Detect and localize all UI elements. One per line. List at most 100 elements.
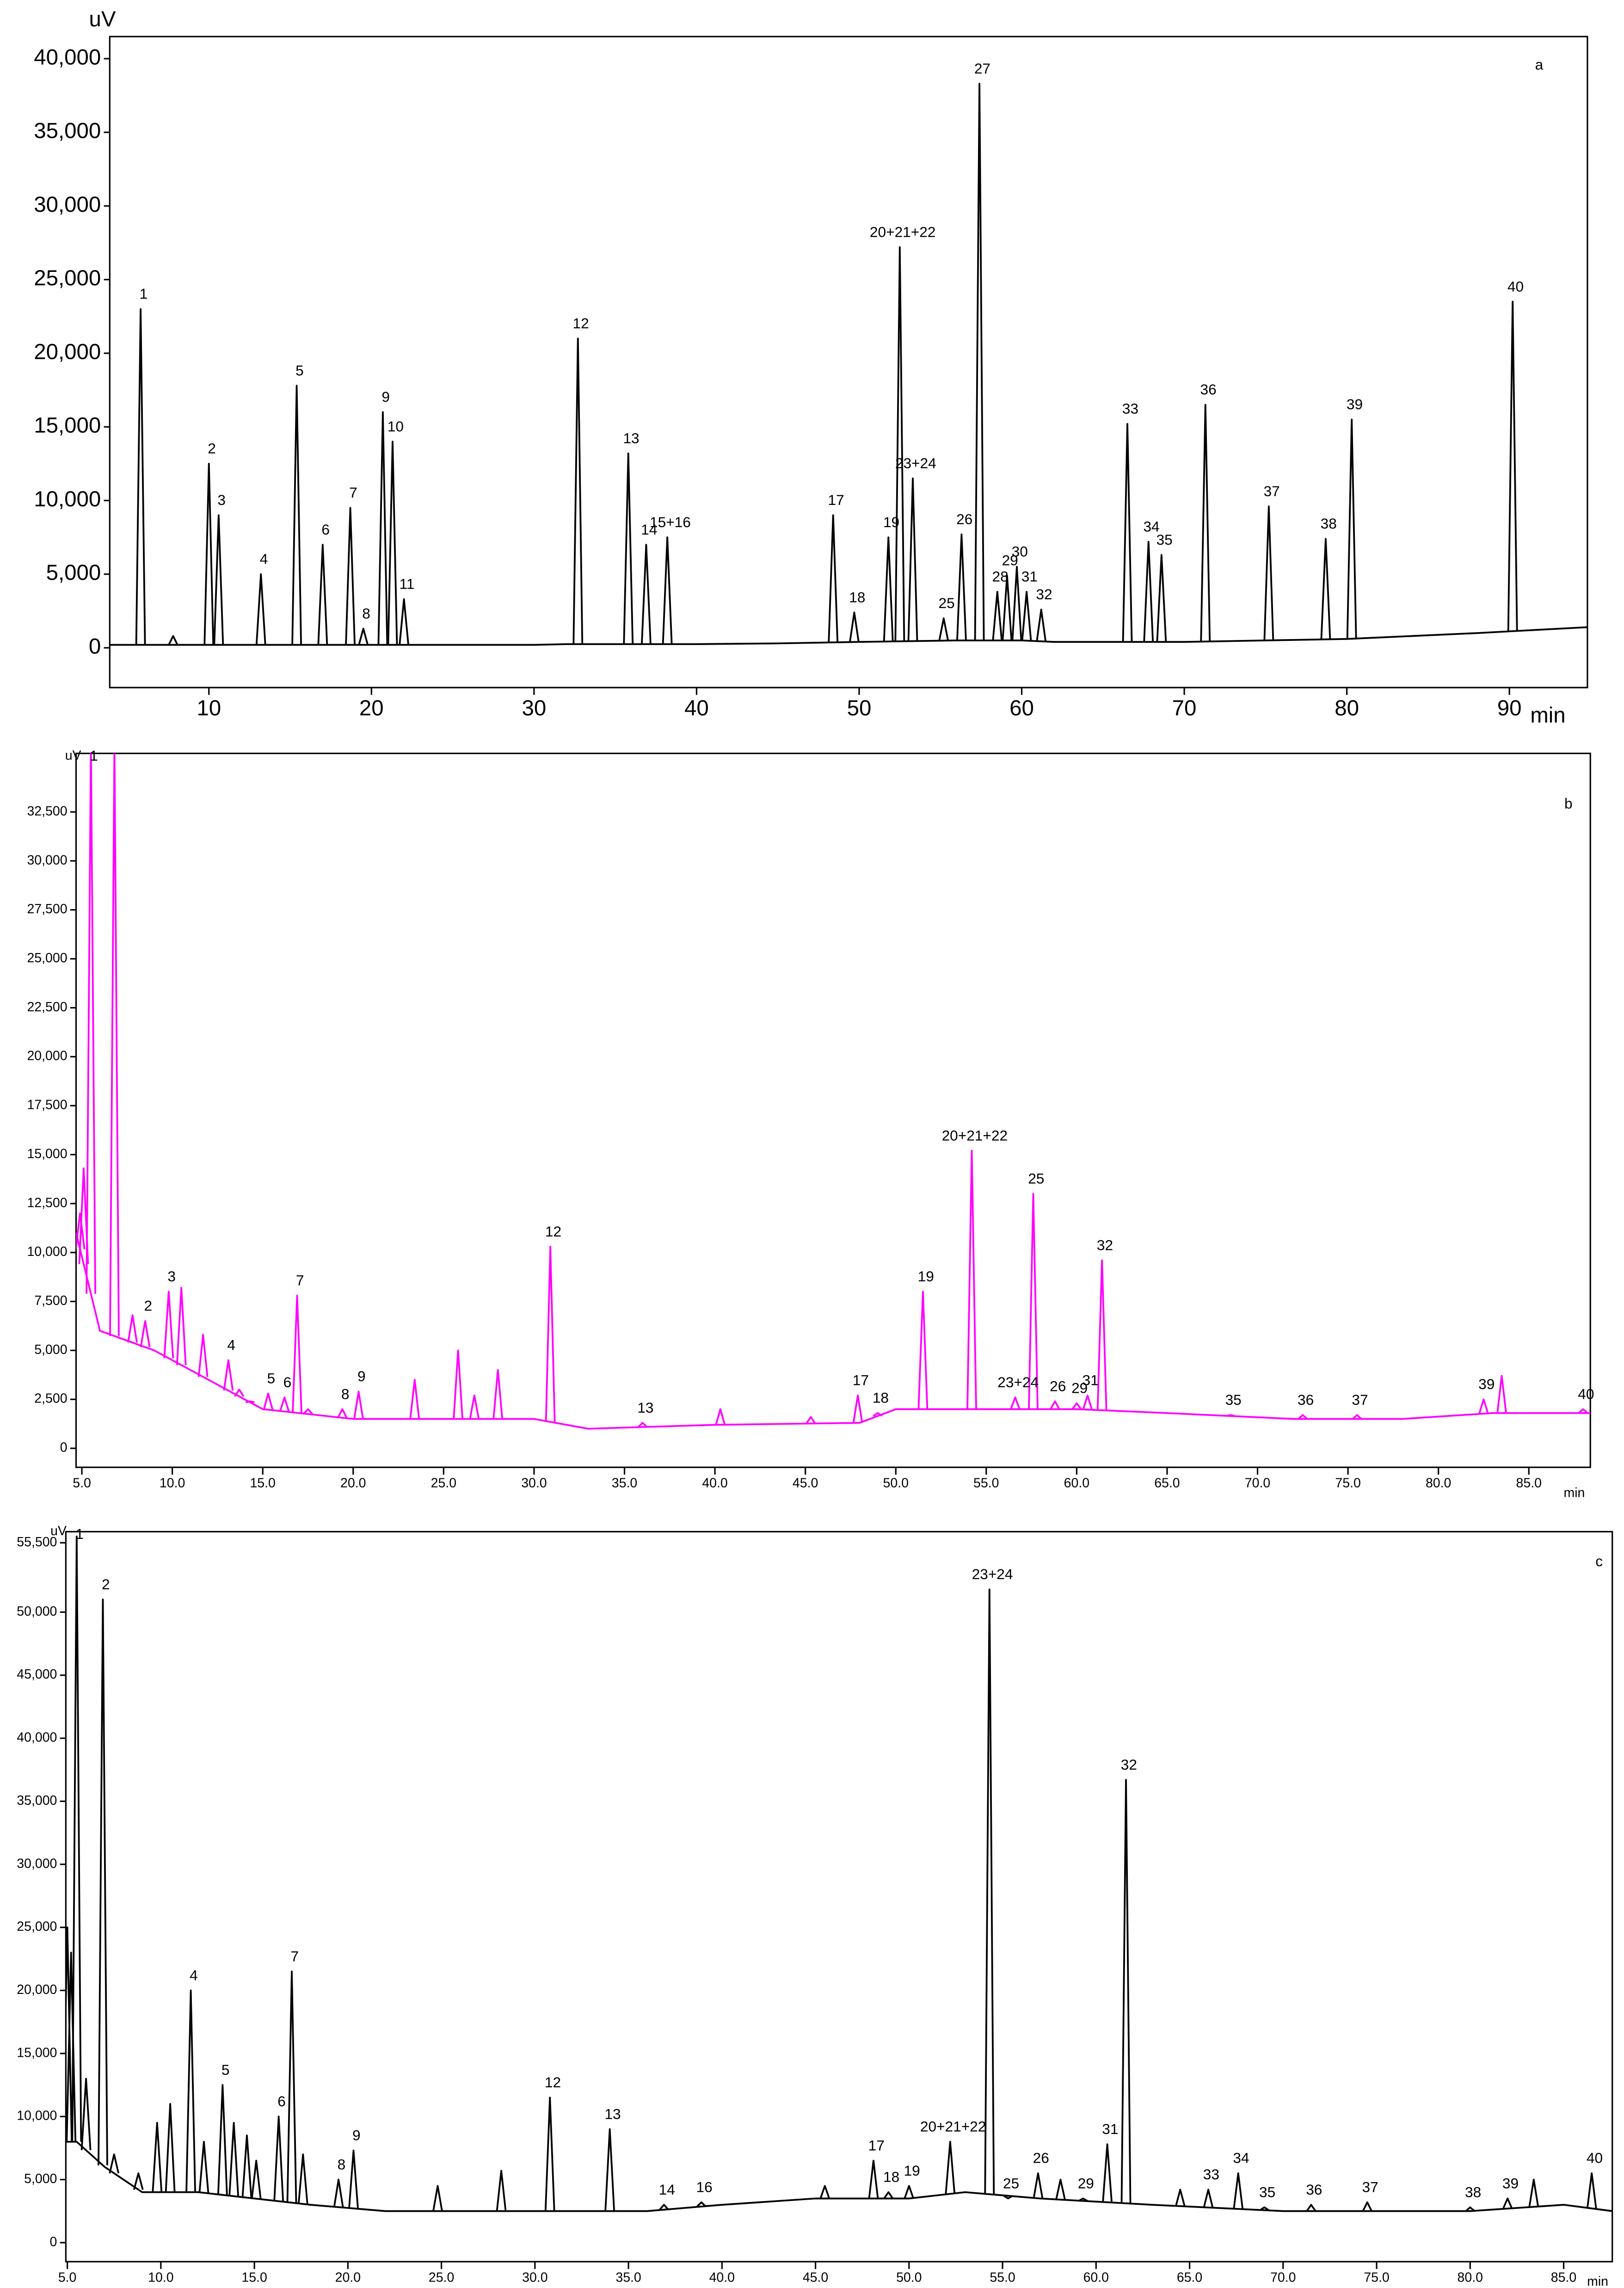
- peak: [1502, 2197, 1513, 2209]
- y-tick-label: 5,000: [34, 1342, 67, 1357]
- x-tick-label: 5.0: [58, 2270, 77, 2285]
- y-tick-label: 17,500: [27, 1098, 67, 1113]
- panel-label: a: [1535, 56, 1544, 73]
- peak: [1143, 541, 1154, 642]
- x-tick-label: 80: [1335, 696, 1359, 720]
- peak-label: 20+21+22: [920, 2118, 986, 2135]
- peak: [956, 533, 967, 641]
- peak-label: 19: [883, 514, 899, 530]
- peak: [1225, 1414, 1235, 1417]
- x-tick-label: 20: [359, 696, 384, 720]
- peak-label: 18: [883, 2169, 899, 2185]
- peak-label: 31: [1102, 2121, 1118, 2137]
- y-tick-label: 35,000: [17, 1793, 57, 1808]
- y-tick-label: 15,000: [17, 2045, 57, 2060]
- peak-label: 31: [1083, 1372, 1099, 1389]
- x-tick-label: 50.0: [896, 2270, 922, 2285]
- x-tick-label: 75.0: [1335, 1476, 1360, 1491]
- plot-frame: [75, 752, 1591, 1468]
- peak: [1033, 2172, 1044, 2199]
- peak: [1362, 2201, 1373, 2212]
- peak: [852, 1394, 863, 1423]
- peak: [623, 452, 634, 645]
- peak: [715, 1408, 726, 1425]
- peak: [1011, 566, 1022, 641]
- x-tick-label: 60.0: [1064, 1476, 1089, 1491]
- y-tick-label: 10,000: [34, 487, 101, 511]
- x-tick-label: 25.0: [429, 2270, 454, 2285]
- peak-label: 9: [381, 388, 390, 405]
- peak-label: 1: [90, 747, 98, 764]
- x-tick-label: 50.0: [883, 1476, 909, 1491]
- y-tick-label: 55,500: [17, 1535, 57, 1550]
- peak-label: 40: [1507, 278, 1524, 295]
- x-tick-label: 10.0: [160, 1476, 185, 1491]
- x-axis-label: min: [1587, 2274, 1608, 2288]
- peak: [1507, 301, 1518, 631]
- peak: [883, 2191, 894, 2199]
- peak: [432, 2185, 443, 2212]
- y-tick-label: 0: [50, 2234, 57, 2249]
- peak: [883, 536, 894, 642]
- peak: [1346, 418, 1357, 639]
- peak: [317, 544, 328, 645]
- peak: [168, 635, 178, 646]
- peak-label: 6: [283, 1374, 292, 1390]
- peak: [1259, 2206, 1269, 2211]
- peak-label: 8: [362, 605, 370, 621]
- peak-label: 20+21+22: [942, 1127, 1008, 1144]
- y-tick-label: 27,500: [27, 902, 67, 916]
- y-tick-label: 7,500: [34, 1293, 67, 1308]
- peak-label: 2: [102, 1576, 110, 1593]
- peak-label: 13: [637, 1399, 653, 1416]
- peak-label: 5: [295, 362, 304, 379]
- peak-label: 37: [1362, 2178, 1378, 2195]
- peak: [1036, 609, 1047, 642]
- peak-label: 39: [1347, 396, 1363, 412]
- peak-label: 36: [1298, 1391, 1314, 1408]
- x-tick-label: 60: [1009, 696, 1034, 720]
- peak: [286, 1970, 297, 2203]
- x-tick-label: 5.0: [73, 1476, 91, 1491]
- peak-label: 39: [1502, 2175, 1519, 2191]
- x-tick-label: 85.0: [1551, 2270, 1576, 2285]
- y-tick-label: 15,000: [27, 1146, 67, 1161]
- peak: [696, 2201, 707, 2208]
- peak-label: 5: [267, 1370, 275, 1386]
- peak: [984, 1588, 995, 2195]
- peak: [152, 2122, 163, 2192]
- x-tick-label: 40.0: [702, 1476, 727, 1491]
- peak: [337, 1408, 348, 1418]
- peak-label: 15+16: [650, 514, 691, 530]
- y-tick-label: 20,000: [17, 1982, 57, 1997]
- peak-label: 25: [1028, 1170, 1044, 1187]
- peak: [133, 2172, 144, 2190]
- y-tick-label: 12,500: [27, 1195, 67, 1210]
- peak: [292, 1294, 302, 1413]
- panel: 0 5,000 10,000 15,000 20,000 25,000 30,000 35,0…: [34, 7, 1588, 728]
- peak-label: 19: [918, 1268, 934, 1285]
- peak-label: 2: [208, 440, 216, 457]
- y-tick-label: 50,000: [17, 1604, 57, 1619]
- peak-label: 34: [1143, 518, 1159, 535]
- peak-label: 18: [873, 1390, 889, 1406]
- peak-label: 36: [1306, 2181, 1322, 2198]
- peak-label: 23+24: [895, 455, 936, 471]
- peak: [1233, 2172, 1244, 2209]
- peak-label: 25: [938, 595, 954, 611]
- panel-label: b: [1564, 795, 1573, 812]
- x-tick-label: 75.0: [1364, 2270, 1389, 2285]
- peak-label: 38: [1321, 515, 1337, 532]
- panel: 0 2,500 5,000 7,500 10,000 12,500 15,000 17,500…: [27, 747, 1594, 1501]
- peak-label: 32: [1121, 1756, 1137, 1773]
- y-tick-label: 10,000: [27, 1244, 67, 1259]
- x-tick-label: 35.0: [612, 1476, 637, 1491]
- peak-label: 2: [144, 1298, 152, 1314]
- peak: [345, 507, 356, 645]
- peak: [894, 246, 905, 641]
- peak-label: 26: [1033, 2150, 1049, 2166]
- peak-label: 23+24: [997, 1374, 1039, 1390]
- x-tick-label: 30: [522, 696, 546, 720]
- x-tick-label: 80.0: [1426, 1476, 1451, 1491]
- peak-label: 10: [388, 418, 404, 435]
